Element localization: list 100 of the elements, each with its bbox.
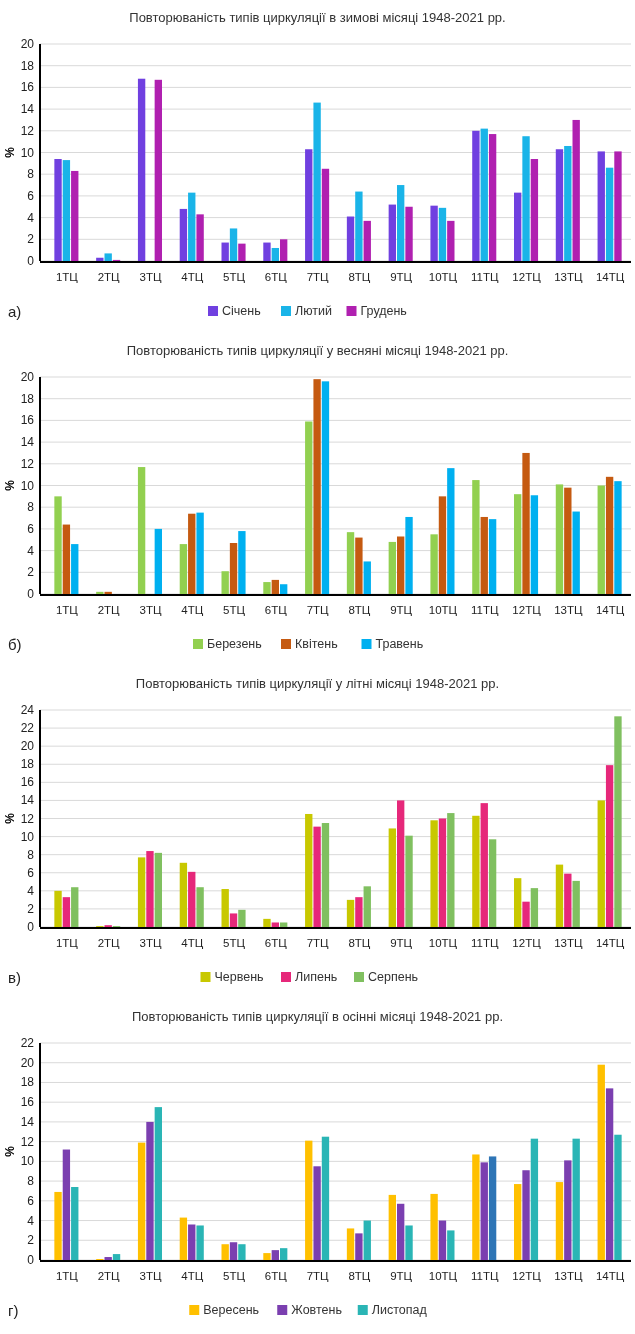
bar: [555, 1182, 564, 1260]
bar: [313, 379, 321, 594]
x-tick-label: 10ТЦ: [428, 604, 458, 616]
legend-label: Грудень: [360, 304, 407, 318]
bar: [530, 495, 539, 594]
bar: [388, 204, 396, 261]
y-tick-label: 6: [27, 865, 35, 880]
bar: [238, 531, 246, 594]
bar: [104, 1257, 112, 1260]
bar: [271, 1250, 279, 1260]
bar: [430, 1193, 438, 1260]
bar: [597, 485, 605, 594]
y-tick-label: 14: [20, 793, 35, 808]
bar: [346, 899, 355, 927]
bar: [430, 205, 438, 261]
bar: [447, 1230, 455, 1260]
chart-title: Повторюваність типів циркуляції у літні місяці 1948-2021 рр.: [135, 676, 500, 691]
bar: [54, 1191, 62, 1260]
x-tick-label: 2ТЦ: [97, 937, 121, 949]
y-tick-label: 0: [27, 1253, 35, 1267]
y-tick-label: 6: [27, 188, 35, 203]
bar: [480, 803, 488, 927]
y-axis-title: %: [3, 812, 17, 824]
x-tick-label: 5ТЦ: [223, 604, 246, 616]
y-tick-label: 12: [20, 123, 35, 138]
legend-label: Липень: [295, 970, 338, 984]
bar: [555, 149, 564, 261]
bar: [514, 1184, 522, 1260]
bar: [472, 815, 480, 927]
x-tick-label: 6ТЦ: [264, 271, 288, 283]
bar: [605, 476, 614, 594]
y-tick-label: 8: [27, 500, 35, 515]
bar: [363, 1220, 371, 1260]
y-axis-title: %: [3, 146, 17, 158]
y-tick-label: 12: [20, 456, 35, 471]
bar: [346, 1228, 355, 1260]
x-tick-label: 3ТЦ: [139, 604, 162, 616]
bar: [179, 208, 188, 261]
x-tick-label: 8ТЦ: [348, 271, 371, 283]
y-tick-label: 20: [20, 1055, 35, 1070]
x-tick-label: 12ТЦ: [512, 271, 542, 283]
bar: [346, 532, 355, 594]
bar: [313, 102, 321, 261]
y-tick-label: 4: [27, 1213, 35, 1228]
bar: [614, 1134, 622, 1260]
bar: [71, 170, 79, 261]
y-tick-label: 4: [27, 543, 35, 558]
bar: [62, 897, 71, 927]
x-tick-label: 13ТЦ: [554, 1270, 583, 1282]
bar: [605, 765, 614, 927]
bar: [137, 1142, 146, 1260]
bar: [280, 922, 288, 927]
bar: [480, 516, 488, 594]
bar: [229, 228, 238, 261]
y-tick-label: 10: [20, 1154, 35, 1169]
bar: [280, 584, 288, 594]
y-axis-title: %: [3, 479, 17, 491]
y-tick-label: 16: [20, 1095, 35, 1110]
bar: [397, 185, 405, 261]
bar: [447, 220, 455, 261]
x-tick-label: 3ТЦ: [139, 271, 162, 283]
y-tick-label: 6: [27, 1193, 35, 1208]
bar: [397, 536, 405, 594]
bar: [438, 1220, 447, 1260]
bar: [605, 167, 614, 261]
bar: [447, 468, 455, 594]
y-tick-label: 2: [27, 232, 35, 247]
x-tick-label: 7ТЦ: [306, 937, 330, 949]
bar: [154, 852, 162, 927]
chart-title: Повторюваність типів циркуляції у весняні місяці 1948-2021 рр.: [126, 343, 509, 358]
y-tick-label: 16: [20, 775, 35, 790]
bar: [154, 1107, 162, 1260]
bar: [572, 1138, 580, 1260]
bar: [71, 544, 79, 594]
bar: [62, 524, 71, 594]
legend-label: Травень: [375, 637, 424, 651]
bar: [305, 421, 313, 594]
bar: [447, 813, 455, 927]
bar: [597, 800, 605, 927]
x-tick-label: 11ТЦ: [471, 271, 499, 283]
bar: [271, 579, 279, 594]
bar: [438, 496, 447, 594]
x-tick-label: 10ТЦ: [428, 1270, 458, 1282]
x-tick-label: 11ТЦ: [471, 1270, 499, 1282]
y-tick-label: 14: [20, 1114, 35, 1129]
x-tick-label: 12ТЦ: [512, 1270, 542, 1282]
x-tick-label: 9ТЦ: [390, 1270, 413, 1282]
bar: [54, 159, 62, 261]
bar: [221, 889, 229, 927]
bar: [405, 206, 413, 261]
bar: [530, 159, 539, 261]
x-tick-label: 4ТЦ: [181, 604, 204, 616]
bar: [438, 818, 447, 927]
y-tick-label: 4: [27, 883, 35, 898]
bar: [388, 541, 396, 594]
bar: [564, 873, 572, 927]
x-tick-label: 12ТЦ: [512, 937, 542, 949]
bar: [355, 537, 363, 594]
bar: [572, 119, 580, 261]
y-tick-label: 4: [27, 210, 35, 225]
